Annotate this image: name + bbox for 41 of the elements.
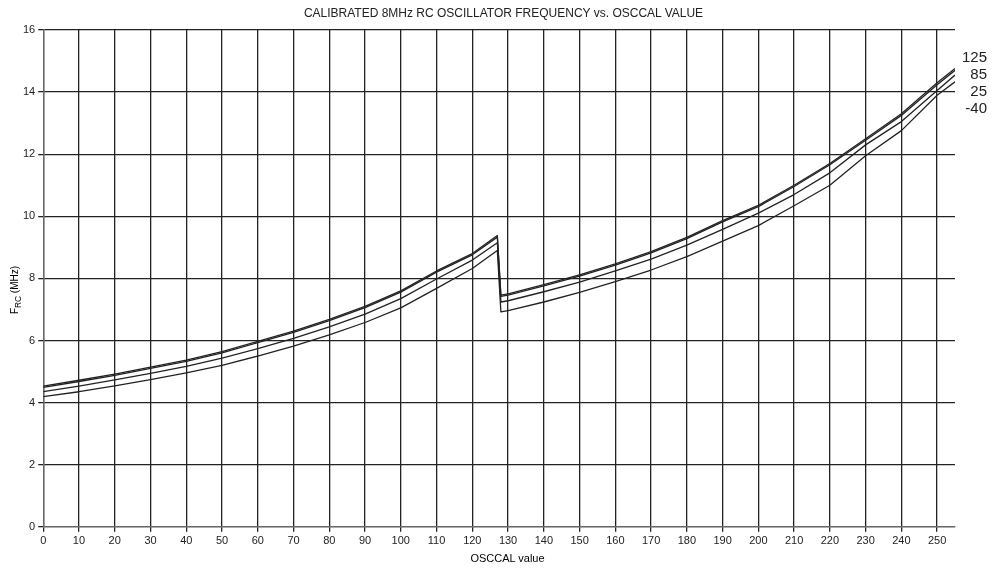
x-tick-label: 30 [144, 534, 157, 547]
x-tick-label: 200 [749, 534, 768, 547]
x-tick-label: 150 [570, 534, 589, 547]
series-label: -40 [964, 99, 988, 116]
y-tick-label: 12 [22, 147, 36, 160]
y-tick-label: 6 [29, 333, 36, 346]
y-tick-label: 2 [29, 457, 36, 470]
x-tick-label: 180 [677, 534, 697, 547]
y-tick-label: 8 [29, 271, 36, 284]
x-tick-label: 10 [72, 534, 86, 547]
y-tick-label: 0 [29, 519, 36, 532]
y-tick-label: 14 [22, 85, 36, 98]
x-tick-label: 210 [784, 534, 804, 547]
chart-title: CALIBRATED 8MHz RC OSCILLATOR FREQUENCY vs. OSCCAL VALUE [302, 6, 705, 20]
x-tick-label: 110 [427, 534, 446, 547]
x-tick-label: 240 [892, 534, 911, 547]
x-tick-label: 120 [463, 534, 482, 547]
x-tick-label: 100 [391, 534, 410, 547]
x-tick-label: 80 [323, 534, 336, 547]
x-tick-label: 60 [251, 534, 264, 547]
series-label: 25 [969, 82, 988, 99]
x-tick-label: 140 [534, 534, 553, 547]
x-tick-label: 250 [927, 534, 947, 547]
series-label: 85 [969, 65, 988, 82]
x-tick-label: 50 [215, 534, 229, 547]
x-tick-label: 40 [180, 534, 193, 547]
x-tick-label: 0 [40, 534, 47, 547]
x-axis-title: OSCCAL value [469, 552, 546, 564]
y-tick-label: 16 [22, 23, 36, 36]
x-tick-label: 220 [820, 534, 840, 547]
y-tick-label: 10 [22, 209, 36, 222]
x-tick-label: 190 [713, 534, 732, 547]
y-tick-label: 4 [29, 395, 36, 408]
series-label: 125 [962, 48, 988, 65]
x-tick-label: 170 [641, 534, 661, 547]
x-tick-label: 20 [108, 534, 121, 547]
x-tick-label: 90 [358, 534, 372, 547]
x-tick-label: 160 [606, 534, 625, 547]
x-tick-label: 70 [287, 534, 300, 547]
x-tick-label: 230 [856, 534, 875, 547]
x-tick-label: 130 [498, 534, 518, 547]
